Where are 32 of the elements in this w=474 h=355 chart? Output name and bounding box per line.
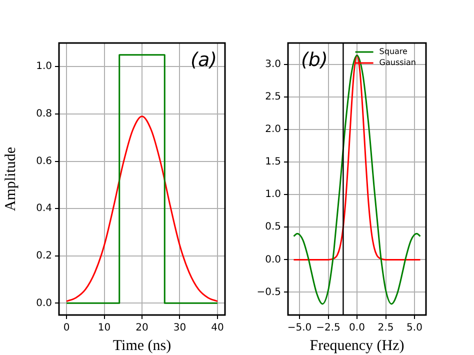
x-tick-label: 40 — [211, 322, 224, 334]
legend-label: Square — [379, 47, 408, 56]
x-tick-label: 30 — [173, 322, 186, 334]
legend-label: Gaussian — [379, 58, 416, 68]
x-tick-label: 5.0 — [406, 322, 422, 334]
y-tick-label: −0.5 — [256, 286, 281, 298]
y-tick-label: 2.0 — [265, 124, 281, 136]
x-tick-label: 20 — [136, 322, 148, 334]
x-axis-title: Frequency (Hz) — [310, 338, 404, 354]
y-tick-label: 1.0 — [36, 61, 52, 72]
annotation: (a) — [190, 49, 217, 71]
x-tick-label: −5.0 — [287, 322, 312, 334]
y-tick-label: 0.8 — [36, 108, 52, 120]
y-tick-label: 0.5 — [265, 222, 281, 233]
y-axis-title: Amplitude — [2, 146, 19, 212]
y-tick-label: 3.0 — [265, 59, 281, 70]
x-tick-label: 0 — [63, 322, 70, 334]
x-tick-label: 2.5 — [378, 322, 394, 334]
x-axis-title: Time (ns) — [112, 338, 172, 354]
y-tick-label: 0.0 — [36, 298, 52, 309]
x-tick-label: 0.0 — [349, 322, 365, 334]
y-tick-label: 1.0 — [265, 189, 281, 200]
x-tick-label: −2.5 — [316, 322, 340, 334]
line-series — [66, 116, 218, 302]
y-tick-label: 0.6 — [36, 156, 52, 167]
y-tick-label: 1.5 — [265, 156, 281, 168]
y-tick-label: 2.5 — [265, 92, 281, 103]
y-tick-label: 0.4 — [36, 203, 52, 214]
x-tick-label: 10 — [98, 322, 111, 334]
annotation: (b) — [301, 49, 328, 71]
y-tick-label: 0.0 — [265, 254, 281, 266]
y-tick-label: 0.2 — [36, 250, 52, 262]
